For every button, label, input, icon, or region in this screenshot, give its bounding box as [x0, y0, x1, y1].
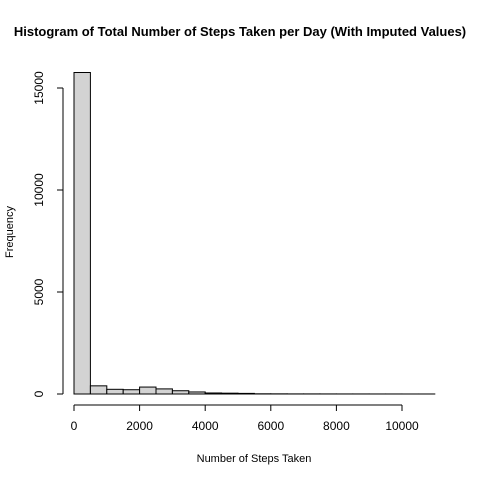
chart-title: Histogram of Total Number of Steps Taken…	[14, 24, 466, 39]
y-tick-label: 5000	[32, 278, 46, 305]
histogram-bar	[171, 390, 190, 395]
histogram-bar	[106, 388, 124, 395]
x-axis-label: Number of Steps Taken	[197, 453, 312, 465]
histogram-bar	[204, 392, 223, 395]
histogram-bar	[155, 388, 173, 395]
x-tick-label: 4000	[192, 419, 219, 433]
y-tick-label: 10000	[32, 173, 46, 207]
x-tick-label: 2000	[126, 419, 153, 433]
y-tick-label: 0	[32, 390, 46, 397]
histogram-bar	[139, 386, 157, 395]
histogram-bar	[89, 385, 108, 395]
histogram-bar	[73, 72, 91, 395]
y-tick-label: 15000	[32, 71, 46, 105]
x-tick-label: 8000	[323, 419, 350, 433]
x-tick-label: 0	[71, 419, 78, 433]
histogram-bar	[188, 391, 206, 395]
x-tick-label: 6000	[257, 419, 284, 433]
histogram-bar	[237, 392, 255, 395]
bars-group	[73, 72, 436, 395]
y-axis-label: Frequency	[4, 206, 16, 258]
histogram-bar	[221, 392, 239, 395]
x-axis: 0 2000 4000 6000 8000 10000	[71, 404, 419, 433]
y-axis: 0 5000 10000 15000	[32, 71, 64, 397]
x-tick-label: 10000	[385, 419, 419, 433]
histogram-bar	[122, 389, 141, 395]
